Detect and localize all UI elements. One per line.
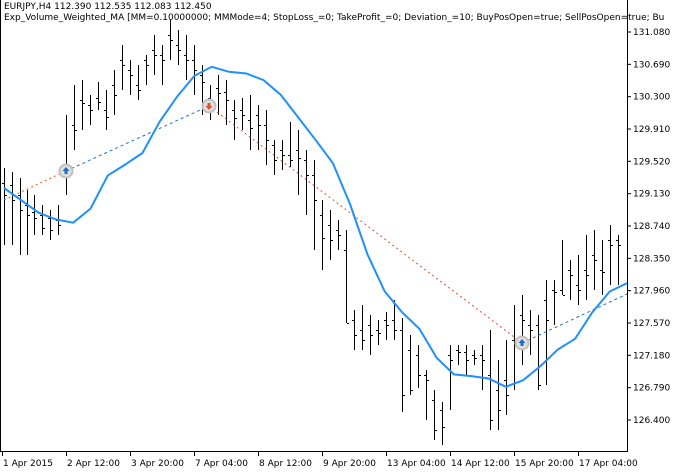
time-tick-label: 3 Apr 20:00: [131, 459, 184, 469]
time-tick-label: 2 Apr 12:00: [67, 459, 120, 469]
price-tick-label: 131.080: [633, 28, 670, 38]
price-tick-label: 130.690: [633, 60, 670, 70]
time-axis[interactable]: 1 Apr 2015 2 Apr 12:00 3 Apr 20:00 7 Apr 04…: [2, 452, 638, 469]
price-axis[interactable]: 131.080 130.690 130.300 129.910 129.520 129.1…: [627, 28, 670, 426]
volume-weighted-ma-line: [3, 65, 628, 388]
time-tick-label: 15 Apr 20:00: [515, 459, 574, 469]
buy-arrow-icon[interactable]: [58, 163, 74, 179]
price-tick-label: 129.910: [633, 125, 670, 135]
price-tick-label: 127.570: [633, 319, 670, 329]
trade-markers: [58, 98, 530, 351]
indicator-params-header: Exp_Volume_Weighted_MA [MM=0.10000000; M…: [4, 13, 665, 23]
price-tick-label: 127.960: [633, 287, 670, 297]
time-tick-label: 17 Apr 04:00: [579, 459, 638, 469]
time-tick-label: 7 Apr 04:00: [195, 459, 248, 469]
time-tick-label: 8 Apr 12:00: [259, 459, 312, 469]
time-tick-label: 9 Apr 20:00: [323, 459, 376, 469]
price-tick-label: 130.300: [633, 93, 670, 103]
buy-arrow-icon[interactable]: [514, 335, 530, 351]
time-tick-label: 13 Apr 04:00: [387, 459, 446, 469]
trade-lines: [3, 105, 628, 344]
symbol-ohlc-header: EURJPY,H4 112.390 112.535 112.083 112.45…: [4, 2, 212, 12]
price-tick-label: 128.740: [633, 222, 670, 232]
ohlc-bars: [2, 20, 621, 445]
price-tick-label: 127.180: [633, 351, 670, 361]
price-tick-label: 129.520: [633, 157, 670, 167]
time-tick-label: 14 Apr 12:00: [451, 459, 510, 469]
price-tick-label: 126.790: [633, 384, 670, 394]
sell-arrow-icon[interactable]: [201, 98, 217, 114]
price-tick-label: 128.350: [633, 254, 670, 264]
price-tick-label: 126.400: [633, 416, 670, 426]
price-tick-label: 129.130: [633, 190, 670, 200]
time-tick-label: 1 Apr 2015: [3, 459, 53, 469]
